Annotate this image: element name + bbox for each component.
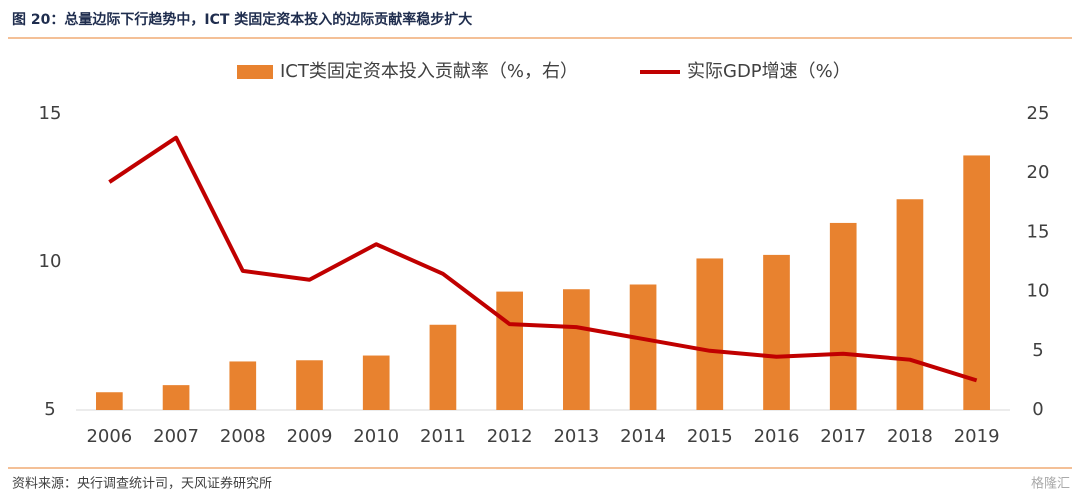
bar <box>563 289 590 410</box>
bar <box>229 361 257 410</box>
x-tick-label: 2007 <box>153 426 199 447</box>
x-tick-label: 2017 <box>820 426 866 447</box>
chart-title: 图 20：总量边际下行趋势中，ICT 类固定资本投入的边际贡献率稳步扩大 <box>12 11 472 28</box>
x-tick-label: 2018 <box>887 426 933 447</box>
line <box>108 135 978 383</box>
y2-tick-label: 10 <box>1027 281 1050 302</box>
x-tick-label: 2019 <box>954 426 1000 447</box>
source: 资料来源：央行调查统计司，天风证券研究所 <box>12 476 272 492</box>
y2-tick-label: 25 <box>1027 103 1050 124</box>
y-tick-label: 15 <box>39 103 62 124</box>
bar <box>496 291 523 410</box>
y-tick-label: 10 <box>39 251 62 272</box>
bar <box>696 258 724 410</box>
y2-tick-label: 0 <box>1032 399 1043 420</box>
x-tick-label: 2014 <box>620 426 666 447</box>
y2-tick-label: 15 <box>1027 221 1050 242</box>
legend-label: ICT类固定资本投入贡献率（%，右） <box>280 61 578 82</box>
bar <box>763 254 790 410</box>
y2-tick-label: 5 <box>1032 340 1043 361</box>
bar <box>296 360 323 410</box>
x-tick-label: 2012 <box>487 426 533 447</box>
x-tick-label: 2013 <box>553 426 599 447</box>
legend-label: 实际GDP增速（%） <box>687 61 851 82</box>
x-tick-label: 2011 <box>420 426 466 447</box>
x-tick-label: 2006 <box>86 426 132 447</box>
y2-tick-label: 20 <box>1027 162 1050 183</box>
bar <box>829 222 857 410</box>
x-tick-label: 2016 <box>754 426 800 447</box>
x-tick-label: 2010 <box>353 426 399 447</box>
bar <box>429 324 457 410</box>
bar <box>963 155 990 410</box>
y-tick-label: 5 <box>44 399 55 420</box>
x-tick-label: 2008 <box>220 426 266 447</box>
bar <box>362 355 390 410</box>
bar <box>896 199 924 410</box>
x-tick-label: 2015 <box>687 426 733 447</box>
bar <box>629 284 657 410</box>
x-tick-label: 2009 <box>287 426 333 447</box>
bar <box>96 392 123 410</box>
bar <box>162 385 190 410</box>
watermark: 格隆汇 <box>1031 476 1070 492</box>
legend-swatch <box>237 65 273 79</box>
